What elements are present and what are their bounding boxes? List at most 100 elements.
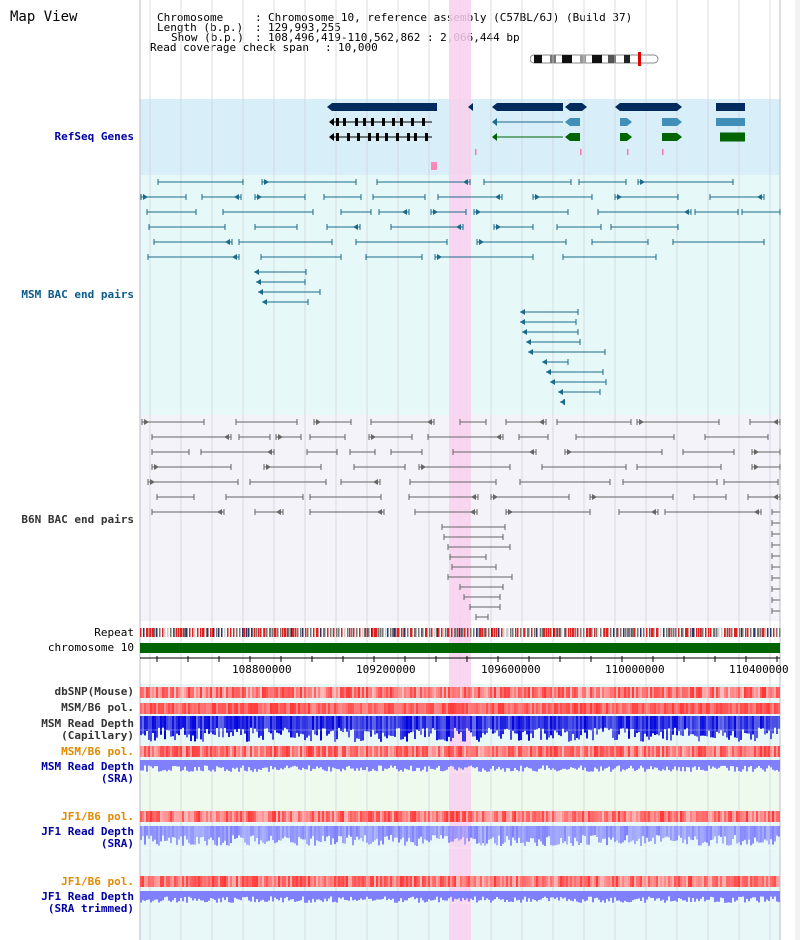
- msm-b6-pol-heat-cell: [572, 703, 574, 714]
- jf1-trimmed-depth-bar: [672, 891, 674, 902]
- jf1-trimmed-depth-bar: [264, 891, 266, 902]
- track-label-b6n-bac[interactable]: B6N BAC end pairs: [21, 513, 134, 526]
- jf1-b6-pol-heat-cell: [450, 811, 452, 822]
- track-label-dbsnp[interactable]: dbSNP(Mouse): [54, 685, 134, 698]
- jf1-b6-pol-heat-cell: [182, 811, 184, 822]
- repeat-mark: [570, 628, 572, 637]
- msm-sra-depth-bar: [592, 760, 594, 772]
- track-label-msm-depth-cap-1[interactable]: MSM Read Depth: [41, 717, 134, 730]
- msm-b6-pol-heat-cell: [358, 703, 360, 714]
- msm-capillary-depth-bar: [462, 716, 464, 742]
- msm-bac-pair: [522, 329, 527, 335]
- jf1-b6-pol-heat-cell: [486, 876, 488, 887]
- jf1-sra-depth-bar: [388, 826, 390, 840]
- dbsnp-heat-cell: [458, 687, 460, 698]
- msm-capillary-depth-bar: [324, 716, 326, 729]
- msm-sra-depth-bar: [626, 760, 628, 770]
- msm-b6-pol-heat-cell: [492, 703, 494, 714]
- jf1-trimmed-depth-bar: [230, 891, 232, 903]
- msm-sra-depth-bar: [462, 760, 464, 770]
- msm-b6-pol-heat-cell: [458, 703, 460, 714]
- msm-b6-pol-heat-cell: [738, 703, 740, 714]
- repeat-mark: [559, 628, 561, 637]
- jf1-b6-pol-heat-cell: [420, 811, 422, 822]
- repeat-mark: [184, 628, 186, 637]
- track-label-repeat[interactable]: Repeat: [94, 626, 134, 639]
- dbsnp-heat-cell: [508, 687, 510, 698]
- msm-b6-pol-heat-cell: [162, 746, 164, 757]
- dbsnp-heat-cell: [644, 687, 646, 698]
- msm-sra-depth-bar: [246, 760, 248, 772]
- msm-b6-pol-heat-cell: [672, 746, 674, 757]
- dbsnp-heat-cell: [714, 687, 716, 698]
- jf1-trimmed-depth-bar: [610, 891, 612, 898]
- jf1-b6-pol-heat-cell: [706, 876, 708, 887]
- jf1-trimmed-depth-bar: [296, 891, 298, 902]
- dbsnp-heat-cell: [196, 687, 198, 698]
- msm-b6-pol-heat-cell: [646, 746, 648, 757]
- msm-b6-pol-heat-cell: [208, 746, 210, 757]
- track-label-msm-b6-pol-2[interactable]: MSM/B6 pol.: [61, 745, 134, 758]
- jf1-b6-pol-heat-cell: [210, 811, 212, 822]
- msm-capillary-depth-bar: [354, 716, 356, 742]
- repeat-mark: [482, 628, 484, 637]
- dbsnp-heat-cell: [706, 687, 708, 698]
- jf1-trimmed-depth-bar: [334, 891, 336, 902]
- jf1-sra-depth-bar: [200, 826, 202, 838]
- jf1-trimmed-depth-bar: [192, 891, 194, 901]
- msm-capillary-depth-bar: [426, 716, 428, 729]
- jf1-trimmed-depth-bar: [188, 891, 190, 897]
- repeat-mark: [332, 628, 334, 637]
- msm-b6-pol-heat-cell: [514, 746, 516, 757]
- jf1-b6-pol-heat-cell: [590, 876, 592, 887]
- jf1-sra-depth-bar: [776, 826, 778, 836]
- gene-arrow: [627, 133, 632, 141]
- track-label-jf1-b6-pol-1[interactable]: JF1/B6 pol.: [61, 810, 134, 823]
- repeat-mark: [773, 628, 775, 637]
- track-label-jf1-b6-pol-2[interactable]: JF1/B6 pol.: [61, 875, 134, 888]
- msm-b6-pol-heat-cell: [464, 703, 466, 714]
- jf1-b6-pol-heat-cell: [514, 876, 516, 887]
- track-label-jf1-depth-sra-1[interactable]: JF1 Read Depth: [41, 825, 134, 838]
- track-label-msm-depth-sra-1[interactable]: MSM Read Depth: [41, 760, 134, 773]
- jf1-sra-depth-bar: [352, 826, 354, 846]
- msm-sra-depth-bar: [672, 760, 674, 770]
- jf1-trimmed-depth-bar: [306, 891, 308, 903]
- repeat-mark: [600, 628, 602, 637]
- dbsnp-heat-cell: [350, 687, 352, 698]
- jf1-trimmed-depth-bar: [196, 891, 198, 901]
- track-label-jf1-depth-trim-1[interactable]: JF1 Read Depth: [41, 890, 134, 903]
- jf1-b6-pol-heat-cell: [476, 876, 478, 887]
- msm-b6-pol-heat-cell: [296, 703, 298, 714]
- jf1-sra-depth-bar: [600, 826, 602, 843]
- repeat-mark: [485, 628, 487, 637]
- dbsnp-heat-cell: [570, 687, 572, 698]
- dbsnp-heat-cell: [144, 687, 146, 698]
- jf1-b6-pol-heat-cell: [258, 876, 260, 887]
- jf1-b6-pol-heat-cell: [418, 811, 420, 822]
- repeat-mark: [628, 628, 630, 637]
- b6n-bac-pair: [754, 509, 759, 515]
- msm-b6-pol-heat-cell: [452, 703, 454, 714]
- msm-capillary-depth-bar: [350, 716, 352, 731]
- dbsnp-heat-cell: [216, 687, 218, 698]
- msm-sra-depth-bar: [732, 760, 734, 767]
- track-label-msm-bac[interactable]: MSM BAC end pairs: [21, 288, 134, 301]
- jf1-b6-pol-heat-cell: [392, 876, 394, 887]
- msm-b6-pol-heat-cell: [434, 746, 436, 757]
- track-label-refseq-genes[interactable]: RefSeq Genes: [54, 130, 134, 143]
- track-label-chromosome[interactable]: chromosome 10: [47, 641, 134, 654]
- jf1-b6-pol-heat-cell: [316, 876, 318, 887]
- track-label-msm-b6-pol-1[interactable]: MSM/B6 pol.: [61, 701, 134, 714]
- msm-b6-pol-heat-cell: [772, 746, 774, 757]
- msm-sra-depth-bar: [248, 760, 250, 768]
- msm-b6-pol-heat-cell: [644, 746, 646, 757]
- msm-capillary-depth-bar: [756, 716, 758, 739]
- msm-sra-depth-bar: [396, 760, 398, 770]
- repeat-mark: [385, 628, 387, 637]
- jf1-sra-depth-bar: [196, 826, 198, 838]
- msm-capillary-depth-bar: [396, 716, 398, 729]
- jf1-b6-pol-heat-cell: [722, 876, 724, 887]
- msm-b6-pol-heat-cell: [158, 703, 160, 714]
